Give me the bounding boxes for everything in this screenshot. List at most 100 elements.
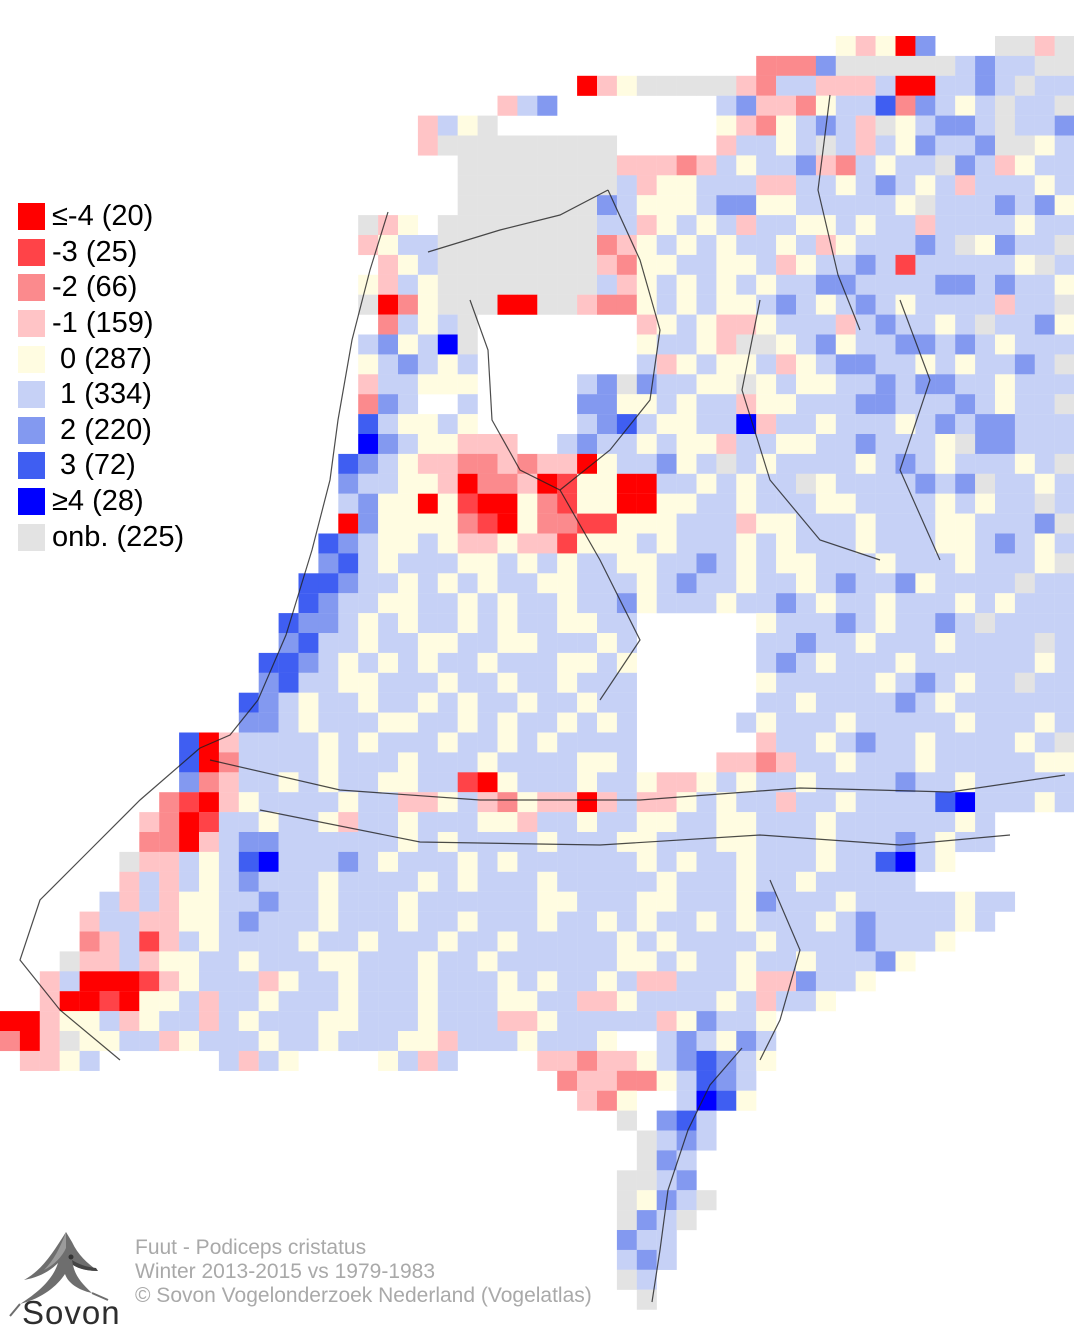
grid-cell <box>895 911 916 932</box>
grid-cell <box>338 891 359 912</box>
grid-cell <box>159 851 180 872</box>
grid-cell <box>935 772 956 793</box>
grid-cell <box>1014 254 1035 275</box>
grid-cell <box>756 434 777 455</box>
grid-cell <box>796 712 817 733</box>
grid-cell <box>676 832 697 853</box>
grid-cell <box>1034 274 1055 295</box>
grid-cell <box>716 851 737 872</box>
grid-cell <box>437 991 458 1012</box>
grid-cell <box>776 991 797 1012</box>
grid-cell <box>258 1011 279 1032</box>
legend-swatch <box>18 345 45 373</box>
grid-cell <box>875 115 896 136</box>
grid-cell <box>218 931 239 952</box>
grid-cell <box>398 334 419 355</box>
grid-cell <box>616 75 637 96</box>
legend-label: 2 (220) <box>52 413 152 446</box>
grid-cell <box>676 453 697 474</box>
grid-cell <box>835 215 856 236</box>
grid-cell <box>915 453 936 474</box>
grid-cell <box>378 314 399 335</box>
grid-cell <box>796 573 817 594</box>
grid-cell <box>835 553 856 574</box>
grid-cell <box>59 1011 80 1032</box>
grid-cell <box>398 434 419 455</box>
grid-cell <box>1054 792 1074 813</box>
grid-cell <box>875 235 896 256</box>
grid-cell <box>656 1170 677 1191</box>
grid-cell <box>597 613 618 634</box>
grid-cell <box>656 931 677 952</box>
grid-cell <box>1014 772 1035 793</box>
grid-cell <box>358 692 379 713</box>
grid-cell <box>457 812 478 833</box>
grid-cell <box>1054 274 1074 295</box>
grid-cell <box>597 175 618 196</box>
grid-cell <box>378 1031 399 1052</box>
grid-cell <box>417 254 438 275</box>
grid-cell <box>756 115 777 136</box>
grid-cell <box>537 215 558 236</box>
grid-cell <box>1014 493 1035 514</box>
grid-cell <box>995 294 1016 315</box>
grid-cell <box>955 752 976 773</box>
grid-cell <box>59 1050 80 1071</box>
grid-cell <box>995 453 1016 474</box>
grid-cell <box>696 573 717 594</box>
grid-cell <box>159 971 180 992</box>
grid-cell <box>915 394 936 415</box>
grid-cell <box>597 374 618 395</box>
grid-cell <box>855 752 876 773</box>
grid-cell <box>457 692 478 713</box>
grid-cell <box>457 513 478 534</box>
grid-cell <box>477 652 498 673</box>
grid-cell <box>915 55 936 76</box>
grid-cell <box>597 453 618 474</box>
grid-cell <box>497 672 518 693</box>
grid-cell <box>79 1011 100 1032</box>
grid-cell <box>597 493 618 514</box>
grid-cell <box>1054 732 1074 753</box>
grid-cell <box>935 394 956 415</box>
grid-cell <box>358 732 379 753</box>
grid-cell <box>238 891 259 912</box>
grid-cell <box>676 812 697 833</box>
grid-cell <box>815 175 836 196</box>
grid-cell <box>358 871 379 892</box>
grid-cell <box>318 772 339 793</box>
grid-cell <box>676 1190 697 1211</box>
grid-cell <box>318 633 339 654</box>
legend-item: -1 (159) <box>18 306 184 342</box>
grid-cell <box>776 453 797 474</box>
grid-cell <box>437 135 458 156</box>
grid-cell <box>557 633 578 654</box>
grid-cell <box>955 254 976 275</box>
grid-cell <box>975 891 996 912</box>
grid-cell <box>358 911 379 932</box>
grid-cell <box>955 215 976 236</box>
grid-cell <box>895 334 916 355</box>
grid-cell <box>716 434 737 455</box>
grid-cell <box>875 812 896 833</box>
grid-cell <box>477 195 498 216</box>
grid-cell <box>517 692 538 713</box>
grid-cell <box>437 891 458 912</box>
grid-cell <box>815 254 836 275</box>
grid-cell <box>119 1031 140 1052</box>
grid-cell <box>955 195 976 216</box>
grid-cell <box>616 1230 637 1251</box>
grid-cell <box>656 75 677 96</box>
grid-cell <box>258 871 279 892</box>
grid-cell <box>597 434 618 455</box>
grid-cell <box>696 772 717 793</box>
grid-cell <box>298 832 319 853</box>
grid-cell <box>597 672 618 693</box>
grid-cell <box>0 1011 21 1032</box>
grid-cell <box>577 1090 598 1111</box>
grid-cell <box>398 354 419 375</box>
grid-cell <box>955 633 976 654</box>
grid-cell <box>756 991 777 1012</box>
grid-cell <box>915 235 936 256</box>
grid-cell <box>616 772 637 793</box>
